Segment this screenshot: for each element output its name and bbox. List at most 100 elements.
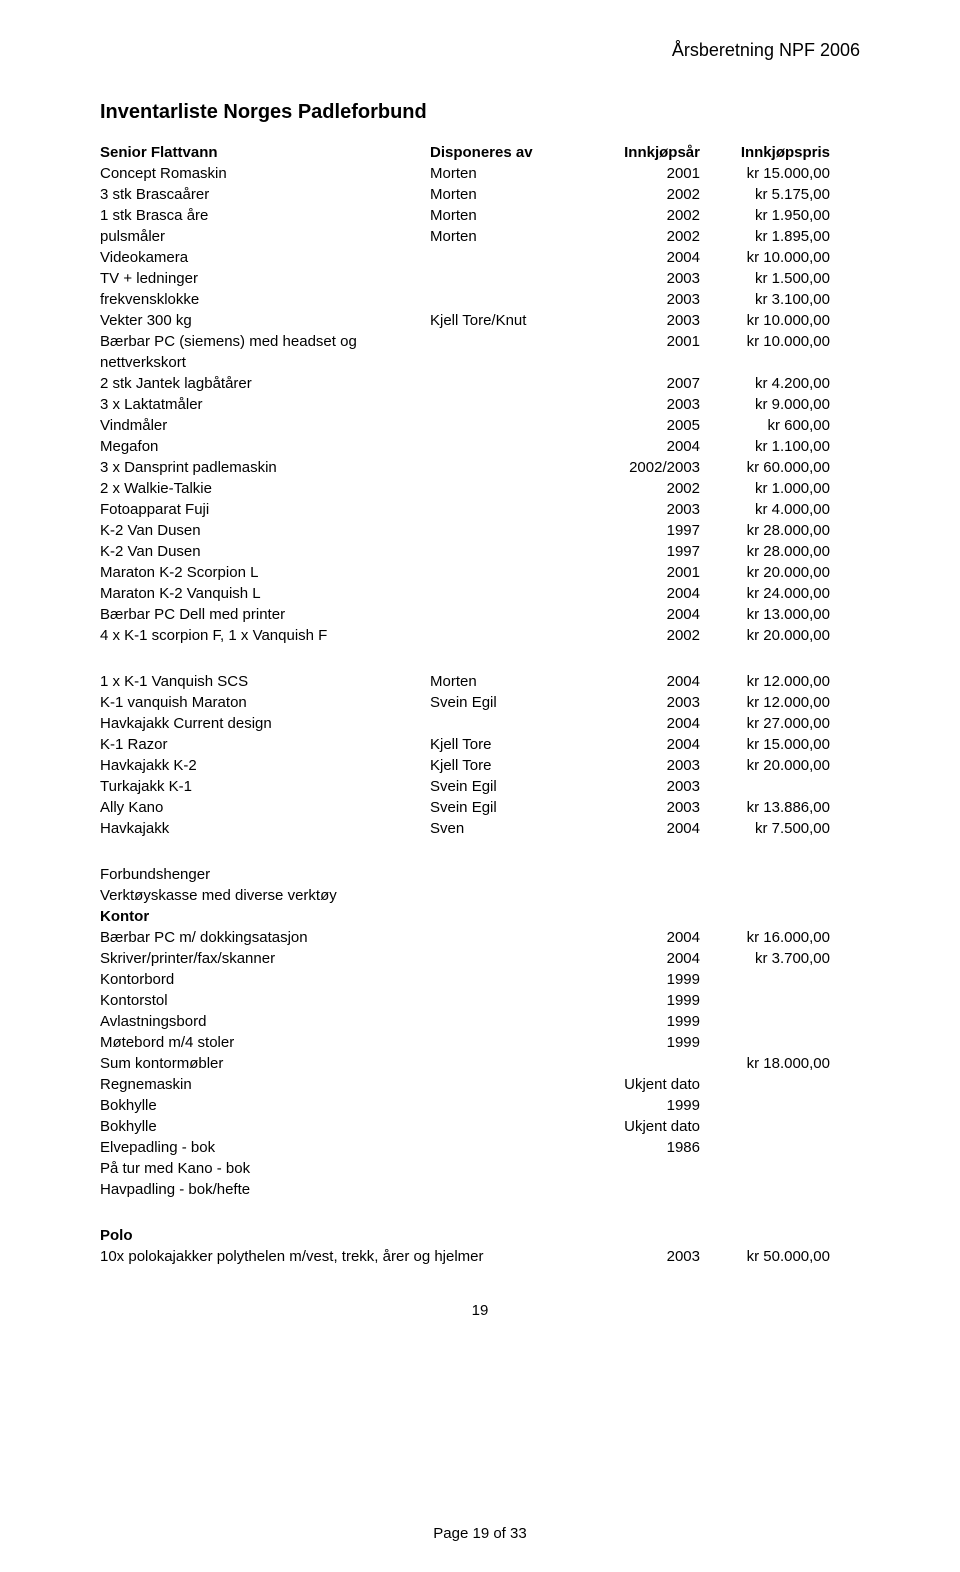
cell-desc: Elvepadling - bok (100, 1137, 430, 1158)
cell-disp: Morten (430, 671, 590, 692)
cell-year: 2007 (590, 373, 710, 394)
cell-year: 2003 (590, 797, 710, 818)
cell-year: 2004 (590, 583, 710, 604)
table-row: Bærbar PC m/ dokkingsatasjon2004kr 16.00… (100, 927, 860, 948)
cell-disp (430, 415, 590, 436)
cell-disp (430, 969, 590, 990)
cell-year: 2001 (590, 163, 710, 184)
table-row: Bærbar PC (siemens) med headset og nettv… (100, 331, 860, 373)
cell-price: kr 15.000,00 (710, 163, 830, 184)
cell-price: kr 13.000,00 (710, 604, 830, 625)
inventory-block-1: Concept RomaskinMorten2001kr 15.000,003 … (100, 163, 860, 646)
cell-desc: Kontorbord (100, 969, 430, 990)
cell-year: 2004 (590, 671, 710, 692)
inventory-block-2: 1 x K-1 Vanquish SCSMorten2004kr 12.000,… (100, 671, 860, 839)
cell-price: kr 4.200,00 (710, 373, 830, 394)
cell-desc: K-2 Van Dusen (100, 541, 430, 562)
cell-year (590, 1158, 710, 1179)
cell-year: 2002 (590, 205, 710, 226)
cell-desc: 3 x Laktatmåler (100, 394, 430, 415)
cell-desc: Fotoapparat Fuji (100, 499, 430, 520)
cell-year: 1997 (590, 520, 710, 541)
cell-disp: Morten (430, 205, 590, 226)
cell-price (710, 776, 830, 797)
table-row: 3 x Dansprint padlemaskin 2002/2003kr 60.… (100, 457, 860, 478)
table-row: Avlastningsbord1999 (100, 1011, 860, 1032)
cell-desc: Sum kontormøbler (100, 1053, 430, 1074)
cell-disp: Svein Egil (430, 692, 590, 713)
table-row: Havkajakk Current design2004kr 27.000,00 (100, 713, 860, 734)
cell-desc: 2 x Walkie-Talkie (100, 478, 430, 499)
table-row: Maraton K-2 Vanquish L2004kr 24.000,00 (100, 583, 860, 604)
cell-desc: Bokhylle (100, 1116, 430, 1137)
cell-desc: Bærbar PC Dell med printer (100, 604, 430, 625)
cell-disp (430, 1074, 590, 1095)
cell-disp (430, 541, 590, 562)
table-row: Møtebord m/4 stoler1999 (100, 1032, 860, 1053)
cell-year: 2002 (590, 184, 710, 205)
cell-price: kr 20.000,00 (710, 625, 830, 646)
cell-disp (430, 1116, 590, 1137)
kontor-label: Kontor (100, 906, 860, 927)
cell-disp (430, 604, 590, 625)
cell-price: kr 18.000,00 (710, 1053, 830, 1074)
cell-desc: Havkajakk K-2 (100, 755, 430, 776)
cell-price (710, 1011, 830, 1032)
cell-disp (430, 1011, 590, 1032)
cell-desc: Møtebord m/4 stoler (100, 1032, 430, 1053)
cell-price: kr 50.000,00 (710, 1246, 830, 1267)
cell-desc: Avlastningsbord (100, 1011, 430, 1032)
table-row: Vekter 300 kgKjell Tore/Knut2003kr 10.00… (100, 310, 860, 331)
cell-year: 2002/2003 (590, 457, 710, 478)
cell-disp (430, 1137, 590, 1158)
cell-year: 2004 (590, 734, 710, 755)
cell-year: 2004 (590, 436, 710, 457)
table-row: Elvepadling - bok1986 (100, 1137, 860, 1158)
cell-desc: K-2 Van Dusen (100, 520, 430, 541)
cell-price (710, 1179, 830, 1200)
cell-price: kr 1.000,00 (710, 478, 830, 499)
table-row: Maraton K-2 Scorpion L2001kr 20.000,00 (100, 562, 860, 583)
cell-disp (430, 478, 590, 499)
cell-disp (430, 436, 590, 457)
cell-desc: Vekter 300 kg (100, 310, 430, 331)
table-row: Videokamera2004kr 10.000,00 (100, 247, 860, 268)
cell-year: 2004 (590, 604, 710, 625)
cell-price: kr 13.886,00 (710, 797, 830, 818)
cell-year: 2004 (590, 713, 710, 734)
cell-year: Ukjent dato (590, 1116, 710, 1137)
cell-year: 2003 (590, 776, 710, 797)
cell-year: 2003 (590, 692, 710, 713)
cell-desc: Turkajakk K-1 (100, 776, 430, 797)
table-row: K-1 vanquish MaratonSvein Egil2003kr 12.… (100, 692, 860, 713)
table-row: Havpadling - bok/hefte (100, 1179, 860, 1200)
cell-desc: 3 x Dansprint padlemaskin (100, 457, 430, 478)
cell-desc: 10x polokajakker polythelen m/vest, trek… (100, 1246, 530, 1267)
cell-disp (430, 713, 590, 734)
cell-year: Ukjent dato (590, 1074, 710, 1095)
cell-price: kr 3.700,00 (710, 948, 830, 969)
cell-price: kr 12.000,00 (710, 692, 830, 713)
cell-desc: Regnemaskin (100, 1074, 430, 1095)
cell-price: kr 60.000,00 (710, 457, 830, 478)
inventory-block-polo: 10x polokajakker polythelen m/vest, trek… (100, 1246, 860, 1267)
cell-disp (430, 583, 590, 604)
cell-disp: Kjell Tore/Knut (430, 310, 590, 331)
cell-desc: 4 x K-1 scorpion F, 1 x Vanquish F (100, 625, 430, 646)
cell-desc: Bokhylle (100, 1095, 430, 1116)
cell-desc: Vindmåler (100, 415, 430, 436)
cell-disp (430, 394, 590, 415)
cell-price: kr 12.000,00 (710, 671, 830, 692)
cell-desc: Videokamera (100, 247, 430, 268)
cell-desc: 1 x K-1 Vanquish SCS (100, 671, 430, 692)
table-row: Bærbar PC Dell med printer 2004kr 13.000,… (100, 604, 860, 625)
inventory-block-3-pre: ForbundshengerVerktøyskasse med diverse … (100, 864, 860, 906)
cell-year: 1999 (590, 969, 710, 990)
cell-year: 1997 (590, 541, 710, 562)
cell-price: kr 7.500,00 (710, 818, 830, 839)
cell-disp (430, 990, 590, 1011)
cell-desc: 1 stk Brasca åre (100, 205, 430, 226)
cell-desc: K-1 Razor (100, 734, 430, 755)
table-row: pulsmålerMorten2002kr 1.895,00 (100, 226, 860, 247)
table-row: Kontorbord 1999 (100, 969, 860, 990)
